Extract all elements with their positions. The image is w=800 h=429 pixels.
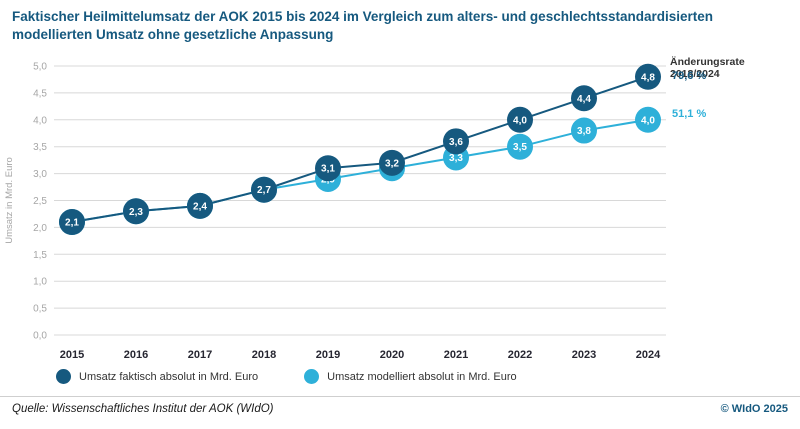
data-point-label: 4,0 (513, 115, 527, 126)
data-point-label: 4,0 (641, 115, 655, 126)
data-point (315, 165, 341, 192)
data-point (251, 176, 277, 203)
y-tick-label: 5,0 (33, 62, 47, 73)
legend-swatch-light-circle-icon (304, 369, 320, 384)
x-tick-label: 2024 (636, 349, 661, 361)
x-tick-label: 2016 (124, 349, 148, 361)
x-tick-label: 2018 (252, 349, 276, 361)
data-point (635, 106, 661, 133)
x-tick-label: 2019 (316, 349, 340, 361)
data-point-label: 4,4 (577, 94, 591, 105)
series-line (71, 118, 649, 224)
y-tick-label: 0,5 (33, 304, 47, 315)
data-point (443, 128, 469, 155)
change-rate-annotation: Änderungsrate 2018/2024 79,6 % 51,1 % (670, 56, 796, 120)
y-tick-label: 3,5 (33, 142, 47, 153)
footer: Quelle: Wissenschaftliches Institut der … (0, 403, 800, 415)
data-point (123, 198, 149, 225)
data-point-label: 2,4 (193, 201, 207, 212)
data-point-label: 2,4 (193, 201, 207, 212)
legend-label-modelliert: Umsatz modelliert absolut in Mrd. Euro (327, 370, 517, 383)
data-point-label: 2,7 (257, 185, 271, 196)
x-tick-label: 2017 (188, 349, 212, 361)
legend-swatch-dark-circle-icon (56, 369, 71, 384)
y-tick-label: 0,0 (33, 331, 47, 342)
data-point-label: 3,1 (321, 164, 335, 175)
x-tick-label: 2015 (60, 349, 84, 361)
data-point (315, 155, 341, 182)
annotation-value-faktisch: 79,6 % (672, 70, 707, 82)
legend-item-modelliert: Umsatz modelliert absolut in Mrd. Euro (304, 369, 517, 384)
data-point-label: 2,9 (321, 174, 335, 185)
legend-item-faktisch: Umsatz faktisch absolut in Mrd. Euro (56, 369, 258, 384)
y-tick-label: 4,5 (33, 88, 47, 99)
data-point (507, 133, 533, 160)
y-tick-label: 2,0 (33, 223, 47, 234)
data-point (635, 63, 661, 90)
data-point (507, 106, 533, 133)
x-tick-label: 2022 (508, 349, 532, 361)
data-point (123, 198, 149, 225)
source-text: Quelle: Wissenschaftliches Institut der … (12, 403, 274, 415)
data-point-label: 2,1 (65, 218, 79, 229)
y-axis-title: Umsatz in Mrd. Euro (4, 157, 15, 244)
data-point-label: 3,6 (449, 137, 463, 148)
data-point (187, 192, 213, 219)
legend-label-faktisch: Umsatz faktisch absolut in Mrd. Euro (79, 370, 259, 383)
data-point-label: 4,8 (641, 72, 655, 83)
y-tick-label: 3,0 (33, 169, 47, 180)
data-point-label: 3,2 (385, 158, 399, 169)
line-chart: 0,0 0,5 1,0 1,5 2,0 2,5 3,0 3,5 4,0 4,5 5,0 Umsatz … (4, 62, 666, 361)
data-point (59, 209, 85, 236)
data-point-label: 2,3 (129, 207, 143, 218)
chart-title: Faktischer Heilmittelumsatz der AOK 2015… (12, 9, 714, 43)
data-point-label: 3,8 (577, 126, 591, 137)
data-point-label: 2,3 (129, 207, 143, 218)
data-point (187, 192, 213, 219)
footer-divider (0, 396, 800, 397)
data-point (379, 149, 405, 176)
data-point-label: 3,1 (385, 164, 399, 175)
chart-legend: Umsatz faktisch absolut in Mrd. Euro Ums… (56, 369, 517, 384)
data-point-label: 2,1 (65, 218, 79, 229)
data-point-label: 3,5 (513, 142, 527, 153)
data-point (379, 155, 405, 182)
data-point (59, 209, 85, 236)
annotation-title: Änderungsrate 2018/2024 (670, 56, 745, 80)
data-point (251, 176, 277, 203)
y-tick-label: 1,5 (33, 250, 47, 261)
data-point (443, 144, 469, 171)
y-tick-label: 2,5 (33, 196, 47, 207)
x-tick-label: 2023 (572, 349, 596, 361)
data-point-label: 3,3 (449, 153, 463, 164)
data-point (571, 85, 597, 112)
y-tick-label: 1,0 (33, 277, 47, 288)
data-point (571, 117, 597, 144)
x-tick-label: 2021 (444, 349, 468, 361)
data-point-label: 2,7 (257, 185, 271, 196)
y-tick-label: 4,0 (33, 115, 47, 126)
series-line (71, 75, 649, 224)
annotation-value-modelliert: 51,1 % (672, 108, 707, 120)
x-tick-label: 2020 (380, 349, 404, 361)
copyright-text: © WIdO 2025 (720, 403, 788, 415)
